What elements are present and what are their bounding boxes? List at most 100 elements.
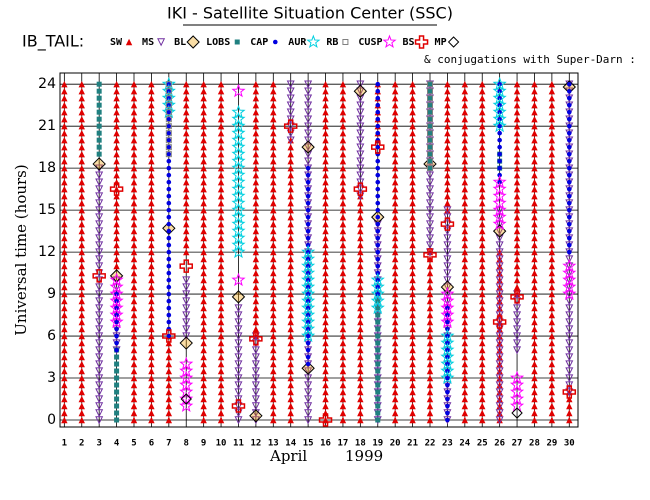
interval	[286, 80, 295, 145]
symbol	[562, 385, 577, 399]
symbol	[548, 136, 556, 144]
symbol	[548, 122, 556, 130]
symbol	[78, 248, 85, 256]
symbol	[287, 381, 294, 389]
symbol	[109, 307, 124, 322]
symbol	[496, 381, 503, 389]
symbol	[427, 151, 433, 158]
symbol	[96, 130, 102, 136]
symbol	[252, 220, 260, 228]
symbol	[78, 241, 85, 249]
symbol	[61, 297, 68, 305]
symbol	[166, 193, 172, 199]
symbol	[479, 346, 486, 354]
symbol	[339, 311, 347, 319]
symbol	[231, 153, 246, 168]
plot-frame	[59, 72, 579, 428]
interval	[252, 80, 260, 340]
symbol	[287, 262, 294, 270]
symbol	[426, 360, 434, 368]
symbol	[270, 269, 277, 277]
symbol	[130, 206, 138, 214]
symbol	[461, 80, 469, 88]
symbol	[322, 388, 329, 396]
symbol	[513, 157, 521, 165]
symbol	[479, 101, 486, 109]
symbol	[148, 164, 155, 172]
symbol	[61, 416, 68, 424]
symbol	[426, 311, 434, 319]
symbol	[287, 185, 294, 193]
symbol	[322, 192, 329, 200]
x-tick-label: 5	[131, 439, 136, 449]
symbol	[548, 381, 556, 389]
symbol	[479, 283, 486, 291]
symbol	[287, 143, 294, 151]
symbol	[440, 342, 455, 357]
symbol	[249, 332, 263, 346]
symbol	[409, 402, 416, 410]
symbol	[148, 402, 155, 410]
symbol	[287, 339, 294, 347]
symbol	[130, 297, 138, 305]
symbol	[357, 248, 364, 256]
symbol	[391, 395, 399, 403]
symbol	[217, 290, 225, 298]
symbol	[217, 409, 225, 417]
symbol	[252, 332, 260, 340]
symbol	[61, 353, 68, 361]
symbol	[231, 188, 246, 203]
interval	[234, 304, 243, 425]
symbol	[461, 332, 469, 340]
symbol	[513, 108, 521, 116]
symbol	[375, 193, 381, 199]
symbol	[461, 283, 469, 291]
symbol	[322, 213, 329, 221]
symbol	[301, 258, 316, 273]
symbol	[200, 318, 207, 326]
symbol	[113, 129, 120, 137]
symbol	[479, 241, 486, 249]
symbol	[270, 122, 277, 130]
y-tick-label: 3	[47, 370, 56, 386]
interval	[531, 80, 538, 424]
symbol	[130, 262, 138, 270]
symbol	[531, 283, 538, 291]
symbol	[217, 108, 225, 116]
symbol	[461, 248, 469, 256]
interval	[511, 407, 523, 419]
symbol	[61, 164, 68, 172]
symbol	[287, 297, 294, 305]
symbol	[322, 332, 329, 340]
symbol	[409, 374, 416, 382]
interval	[109, 272, 124, 329]
symbol	[109, 286, 124, 301]
symbol	[548, 374, 556, 382]
symbol	[445, 382, 450, 388]
symbol	[217, 171, 225, 179]
symbol	[287, 136, 294, 144]
symbol	[78, 220, 85, 228]
symbol	[270, 402, 277, 410]
interval	[370, 272, 385, 315]
symbol	[78, 213, 85, 221]
symbol	[96, 151, 102, 157]
legend-symbol	[157, 38, 166, 47]
symbol	[479, 129, 486, 137]
interval	[492, 174, 507, 231]
symbol	[61, 94, 68, 102]
symbol	[409, 388, 416, 396]
symbol	[114, 417, 120, 423]
symbol	[339, 276, 347, 284]
symbol	[461, 269, 469, 277]
symbol	[217, 157, 225, 165]
interval	[495, 206, 504, 425]
symbol	[548, 318, 556, 326]
symbol	[461, 87, 469, 95]
symbol	[287, 248, 294, 256]
symbol	[548, 388, 556, 396]
symbol	[426, 290, 434, 298]
symbol	[249, 409, 263, 423]
symbol	[322, 360, 329, 368]
symbol	[479, 192, 486, 200]
